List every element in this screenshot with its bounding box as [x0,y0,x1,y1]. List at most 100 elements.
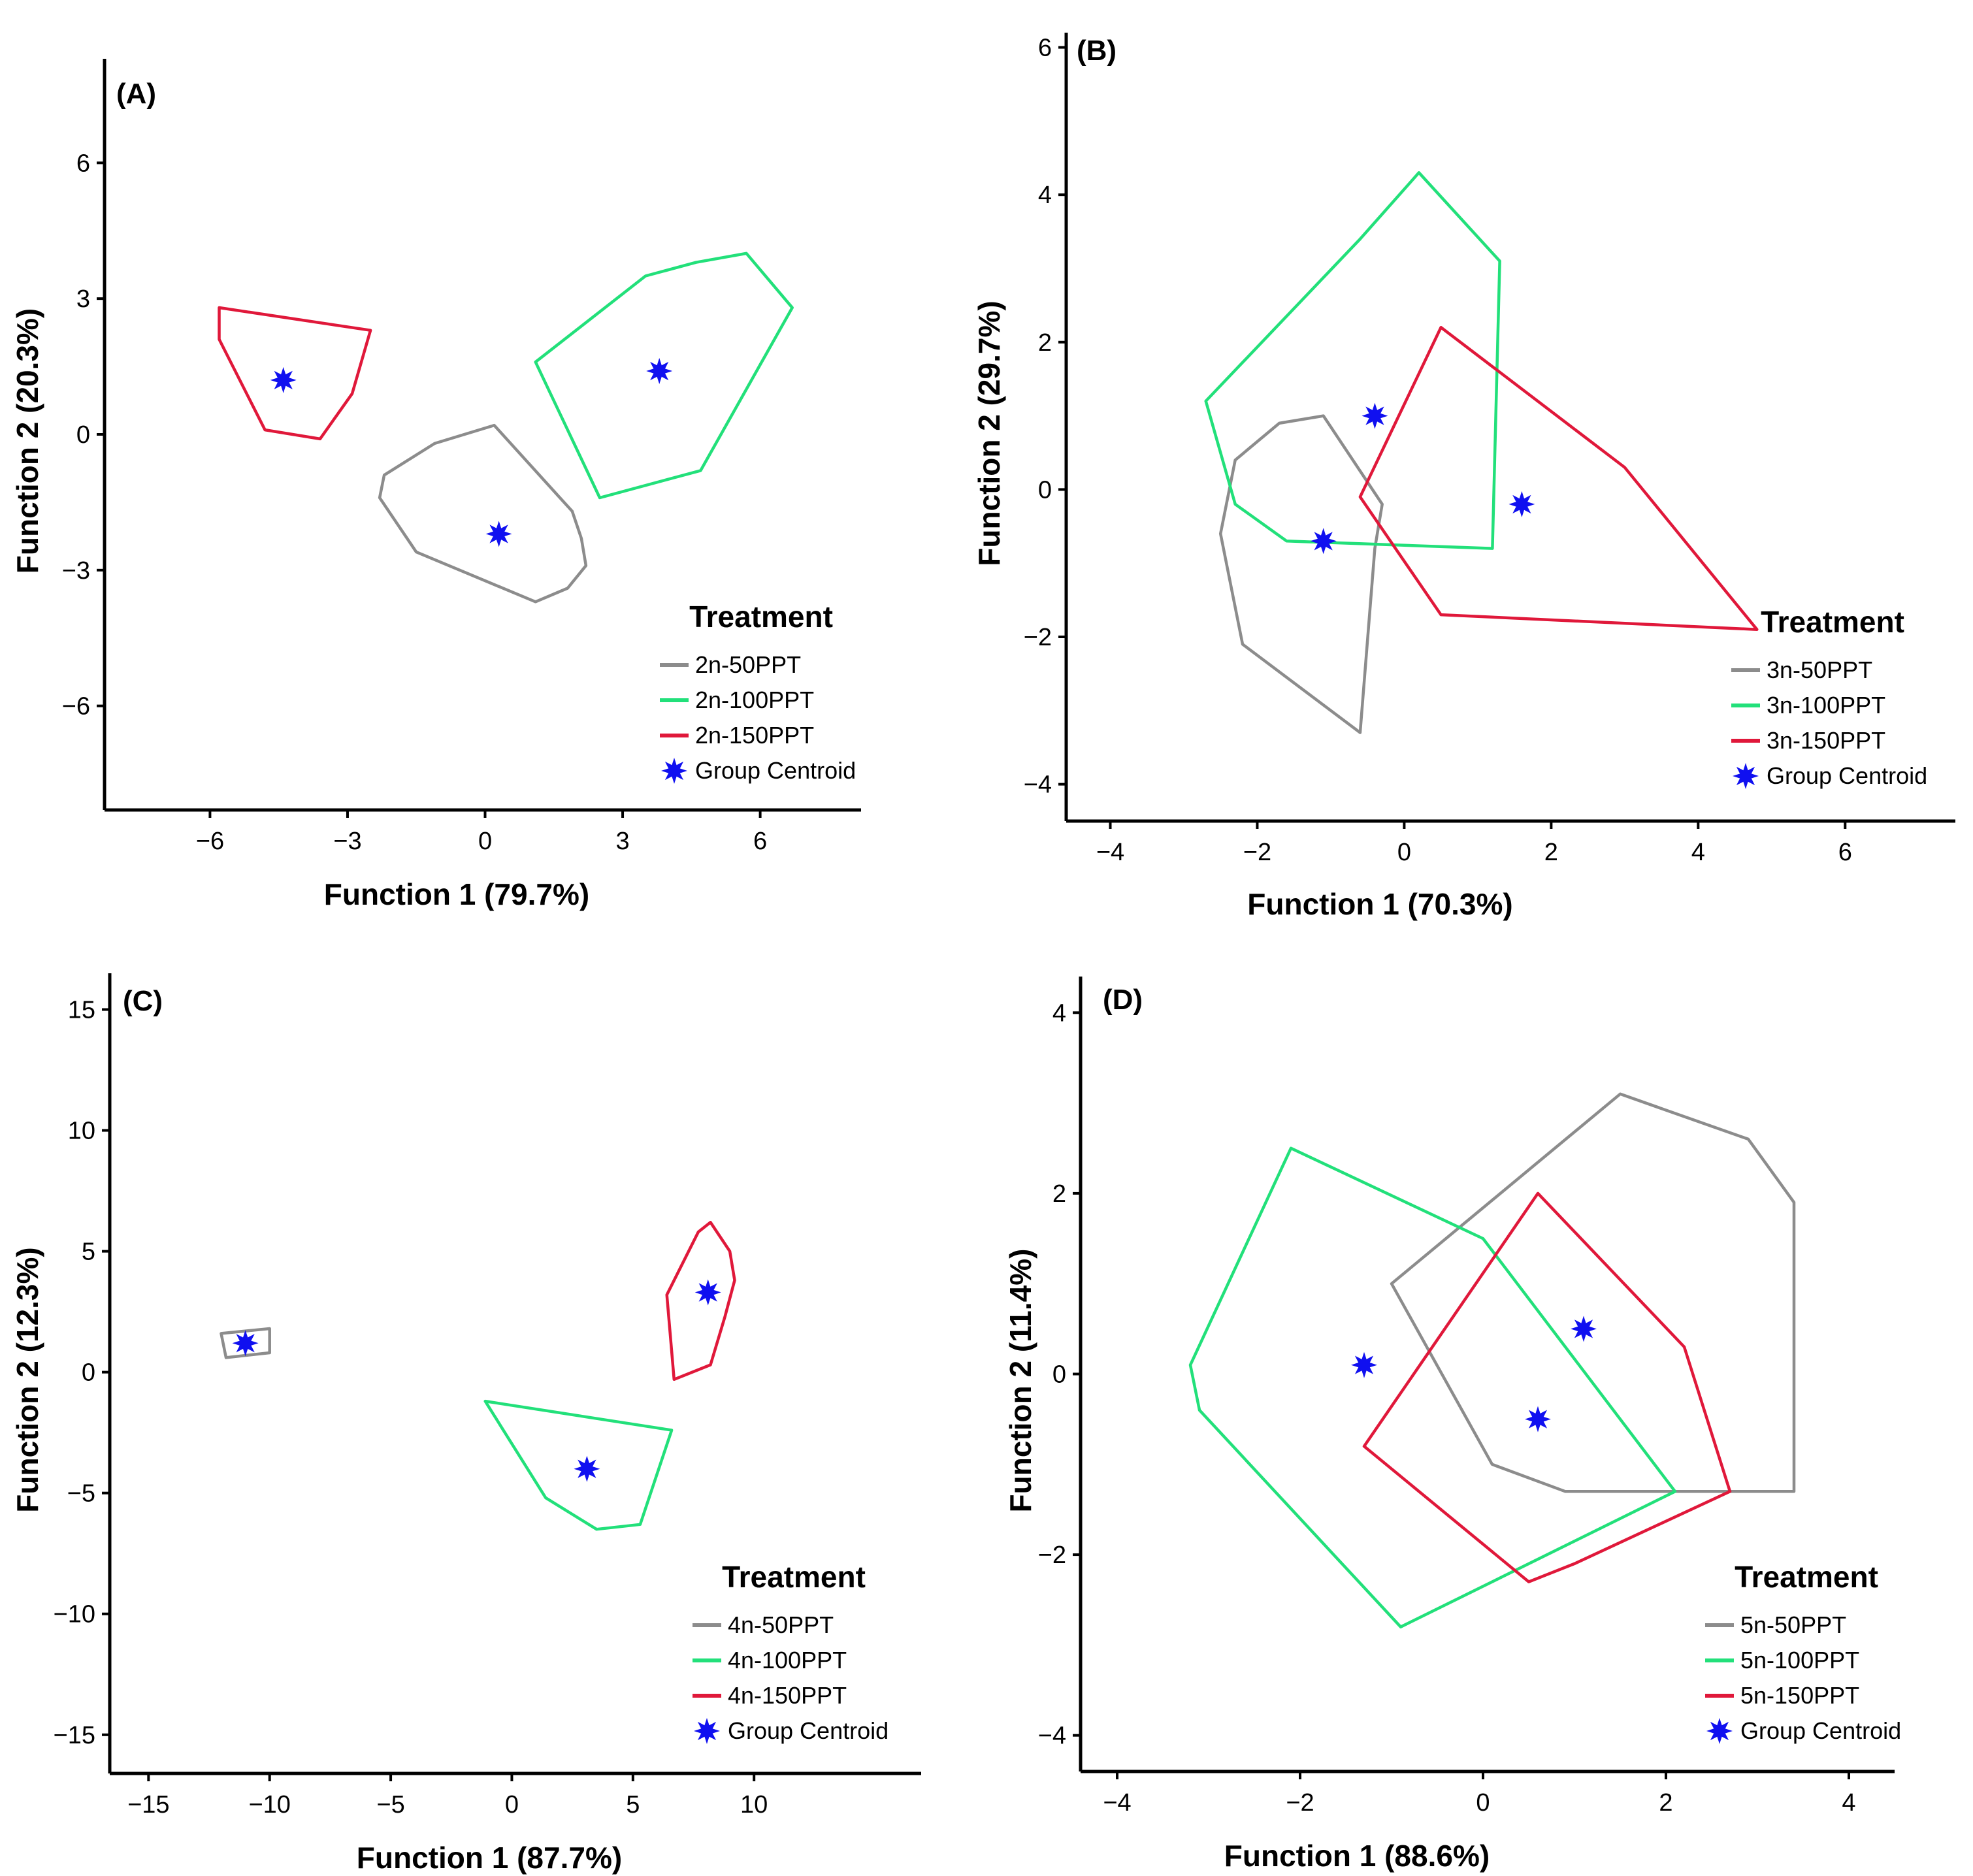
x-tick-label: −5 [376,1791,404,1819]
hull-5n-150PPT [1362,1191,1732,1583]
y-axis-title: Function 2 (20.3%) [10,308,44,574]
legend-entry: 4n-100PPT [728,1647,847,1674]
centroid-star-icon [1571,1316,1597,1342]
centroid-star-icon [1310,528,1337,555]
y-tick-label: −15 [54,1722,95,1749]
hull-4n-150PPT [665,1220,736,1382]
x-tick-label: −2 [1243,839,1271,866]
legend-entry: 4n-50PPT [728,1611,834,1638]
y-tick-label: 6 [76,150,90,177]
y-tick-label: 4 [1038,182,1052,209]
centroid-star-icon [1525,1406,1551,1432]
legend-entry-centroid: Group Centroid [1767,762,1927,789]
legend-entry: 3n-150PPT [1767,727,1885,754]
panel-c: −15 −10 −5 0 5 10 −15 −10 −5 0 5 10 15 Function 1 (87… [10,973,921,1875]
y-tick-label: 15 [68,997,95,1024]
hull-2n-150PPT [218,306,372,441]
legend-entry: 4n-150PPT [728,1682,847,1709]
hull-4n-50PPT [220,1327,271,1359]
centroid-star-icon [694,1279,721,1306]
legend: Treatment 3n-50PPT 3n-100PPT 3n-150PPT Group… [1731,605,1927,789]
y-tick-label: −4 [1024,771,1052,799]
centroid-star-icon [232,1330,259,1357]
legend-entry: 5n-150PPT [1740,1682,1859,1709]
legend-entry: 2n-50PPT [695,651,801,678]
y-tick-label: 4 [1052,999,1066,1027]
legend-entry: 5n-100PPT [1740,1647,1859,1674]
x-axis-title: Function 1 (87.7%) [357,1841,622,1875]
legend-entry-centroid: Group Centroid [1740,1717,1901,1744]
legend-centroid-star-icon [694,1718,720,1744]
legend-title: Treatment [1761,605,1904,639]
y-tick-label: 0 [82,1359,95,1387]
legend-title: Treatment [722,1560,866,1594]
legend-entry: 2n-100PPT [695,687,814,713]
centroid-star-icon [1351,1351,1377,1378]
hull-3n-100PPT [1204,171,1501,550]
x-tick-label: 4 [1842,1789,1855,1817]
x-tick-label: 6 [753,828,767,855]
panel-label: (B) [1077,35,1117,67]
legend-centroid-star-icon [1706,1718,1733,1744]
centroid-star-icon [270,366,297,393]
hull-3n-50PPT [1218,414,1384,734]
x-tick-label: 0 [478,828,492,855]
panel-b: −4 −2 0 2 4 6 −4 −2 0 2 4 6 Function 1 (70.3%) Functi… [972,33,1955,921]
x-tick-label: 6 [1838,839,1852,866]
y-tick-label: 6 [1038,35,1052,62]
y-tick-label: 5 [82,1238,95,1266]
x-tick-label: 4 [1691,839,1705,866]
legend: Treatment 5n-50PPT 5n-100PPT 5n-150PPT Group… [1705,1560,1901,1744]
x-tick-label: 10 [740,1791,768,1819]
y-tick-label: −6 [62,693,90,720]
x-tick-label: −15 [127,1791,169,1819]
legend-entry: 3n-100PPT [1767,692,1885,719]
x-tick-label: 5 [626,1791,640,1819]
legend-entry-centroid: Group Centroid [695,757,856,784]
y-tick-label: 2 [1038,329,1052,357]
legend-centroid-star-icon [661,758,687,784]
x-axis-title: Function 1 (70.3%) [1247,887,1512,921]
legend-entry: 3n-50PPT [1767,656,1872,683]
x-axis-title: Function 1 (79.7%) [324,877,589,911]
y-tick-label: 0 [1052,1361,1066,1389]
hull-4n-100PPT [483,1399,674,1531]
legend-entry: 5n-50PPT [1740,1611,1846,1638]
y-axis-title: Function 2 (29.7%) [972,300,1006,566]
y-tick-label: −2 [1038,1542,1066,1569]
legend-entry-centroid: Group Centroid [728,1717,889,1744]
y-axis-title: Function 2 (12.3%) [10,1247,44,1512]
legend: Treatment 2n-50PPT 2n-100PPT 2n-150PPT Group… [660,600,856,784]
centroid-star-icon [1362,402,1388,429]
panel-label: (C) [123,985,163,1017]
x-tick-label: −2 [1286,1789,1314,1817]
x-axis-title: Function 1 (88.6%) [1224,1839,1490,1873]
centroid-star-icon [1508,491,1535,517]
hull-5n-100PPT [1188,1146,1677,1628]
panel-d: −4 −2 0 2 4 −4 −2 0 2 4 Function 1 (88.6%) Function… [1003,977,1901,1873]
y-tick-label: −3 [62,557,90,585]
centroid-star-icon [646,358,673,384]
y-tick-label: 10 [68,1118,95,1145]
y-tick-label: 3 [76,285,90,313]
legend-entry: 2n-150PPT [695,722,814,749]
y-tick-label: −10 [54,1601,95,1628]
legend-centroid-star-icon [1733,763,1759,789]
x-tick-label: 0 [1397,839,1411,866]
x-tick-label: 2 [1544,839,1558,866]
y-axis-title: Function 2 (11.4%) [1003,1249,1037,1513]
x-tick-label: −3 [333,828,361,855]
x-tick-label: 3 [615,828,629,855]
x-tick-label: −6 [196,828,224,855]
legend-title: Treatment [1735,1560,1878,1594]
legend: Treatment 4n-50PPT 4n-100PPT 4n-150PPT Group… [693,1560,889,1744]
centroid-star-icon [574,1455,600,1482]
x-tick-label: −10 [248,1791,290,1819]
legend-title: Treatment [689,600,833,634]
panel-label: (D) [1103,984,1143,1016]
hull-2n-100PPT [534,251,794,500]
y-tick-label: 2 [1052,1180,1066,1208]
x-tick-label: −4 [1096,839,1124,866]
x-tick-label: 0 [1476,1789,1490,1817]
